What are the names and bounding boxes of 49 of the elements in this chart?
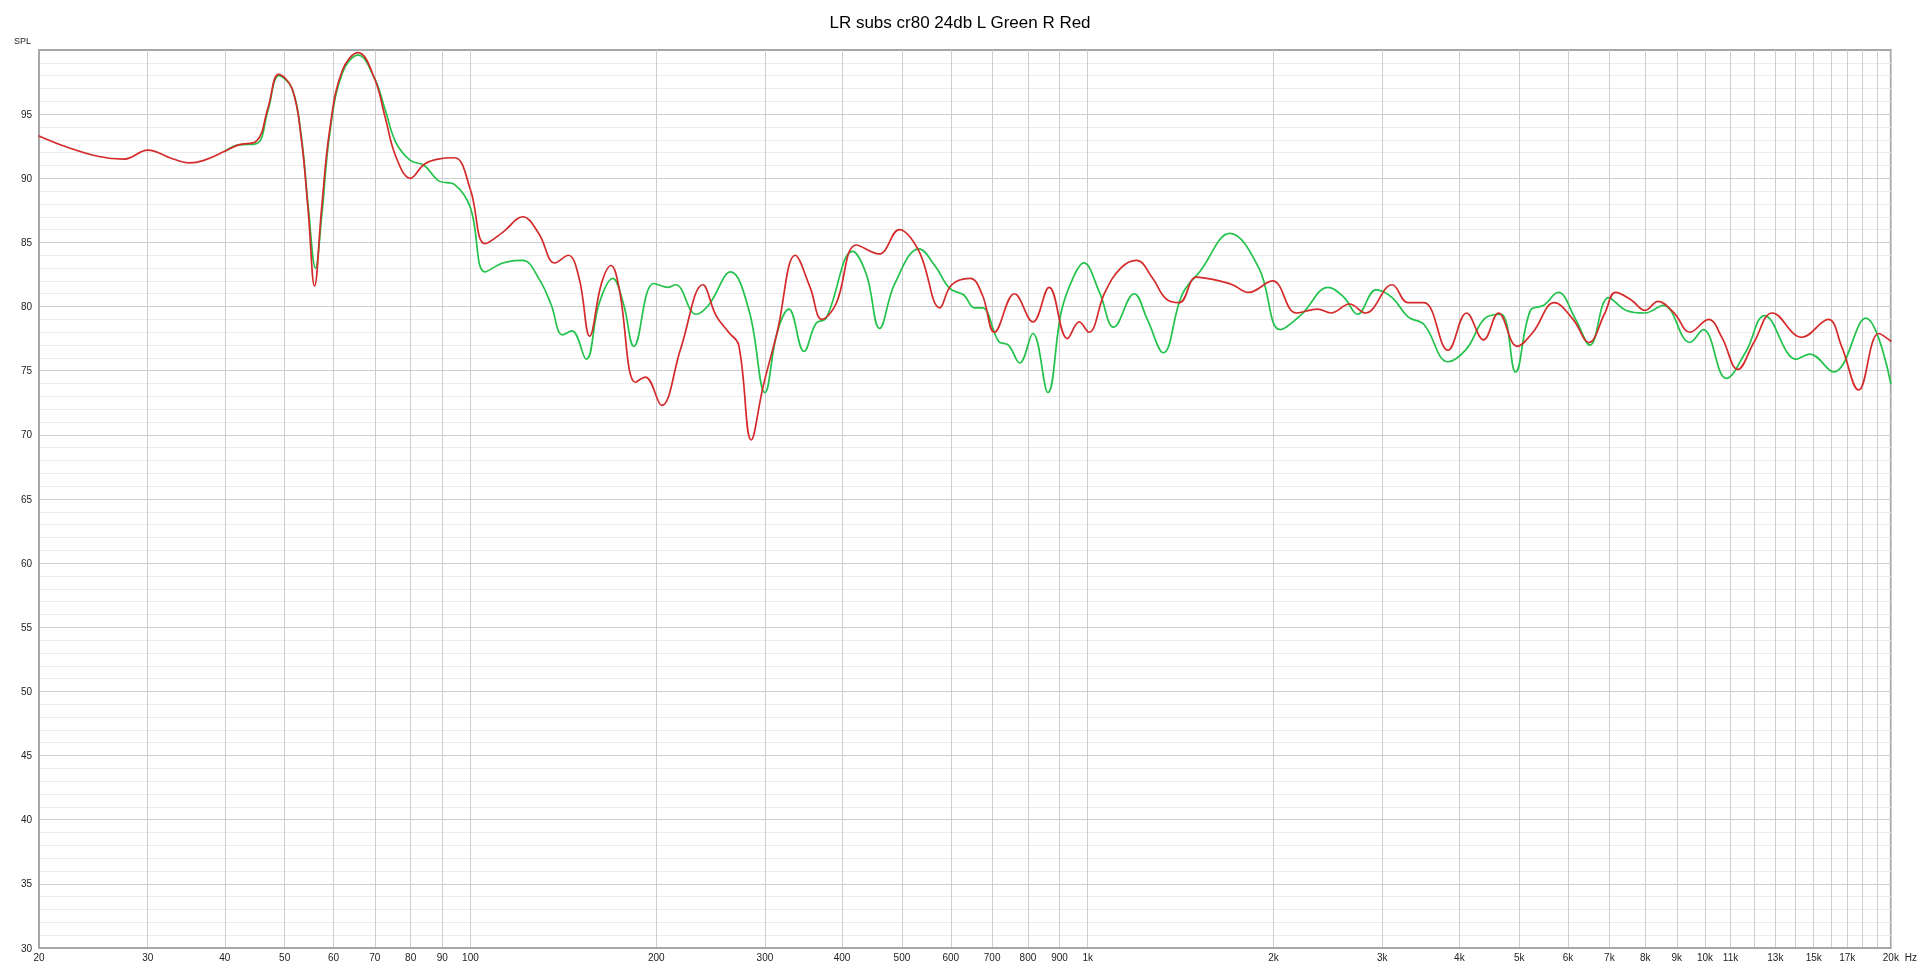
x-tick-label: 700 — [983, 951, 1001, 963]
x-tick-label: 400 — [833, 951, 851, 963]
x-axis-title: Hz — [1904, 951, 1918, 963]
y-tick-label: 75 — [20, 365, 33, 377]
y-tick-label: 40 — [20, 814, 33, 826]
y-tick-label: 85 — [20, 236, 33, 248]
x-tick-label: 5k — [1513, 951, 1526, 963]
x-tick-label: 10k — [1696, 951, 1715, 963]
x-tick-label: 20k — [1882, 951, 1900, 963]
x-tick-label: 3k — [1376, 951, 1389, 963]
x-tick-label: 4k — [1454, 951, 1466, 963]
y-axis-title: SPL — [13, 35, 31, 46]
x-tick-label: 11k — [1722, 951, 1740, 963]
y-tick-label: 70 — [20, 429, 33, 441]
x-tick-label: 17k — [1839, 951, 1857, 963]
y-tick-label: 50 — [20, 685, 33, 697]
x-tick-label: 2k — [1268, 951, 1280, 963]
x-tick-label: 6k — [1562, 951, 1575, 963]
x-tick-label: 90 — [436, 951, 449, 963]
x-tick-label: 1k — [1082, 951, 1095, 963]
y-tick-label: 55 — [20, 621, 33, 633]
y-tick-label: 65 — [20, 493, 33, 505]
x-tick-label: 20 — [33, 951, 45, 963]
x-tick-label: 800 — [1019, 951, 1037, 963]
y-tick-label: 90 — [20, 172, 33, 184]
x-tick-label: 300 — [756, 951, 774, 963]
x-tick-label: 70 — [369, 951, 381, 963]
x-tick-label: 50 — [279, 951, 291, 963]
y-tick-label: 30 — [20, 942, 33, 954]
y-tick-label: 95 — [20, 108, 33, 120]
x-tick-label: 900 — [1051, 951, 1069, 963]
x-tick-label: 600 — [942, 951, 960, 963]
x-tick-label: 15k — [1805, 951, 1823, 963]
x-tick-label: 500 — [893, 951, 911, 963]
x-tick-label: 13k — [1767, 951, 1785, 963]
y-tick-label: 80 — [20, 301, 33, 313]
y-tick-label: 60 — [20, 557, 33, 569]
x-tick-label: 8k — [1639, 951, 1652, 963]
y-tick-label: 45 — [20, 750, 33, 762]
chart-title: LR subs cr80 24db L Green R Red — [829, 13, 1091, 32]
x-tick-label: 60 — [327, 951, 340, 963]
x-tick-label: 30 — [142, 951, 154, 963]
y-tick-label: 35 — [20, 878, 33, 890]
x-tick-label: 200 — [647, 951, 666, 963]
x-tick-label: 9k — [1671, 951, 1684, 963]
x-tick-label: 40 — [219, 951, 231, 963]
x-tick-label: 7k — [1604, 951, 1616, 963]
x-tick-label: 100 — [462, 951, 480, 963]
x-tick-label: 80 — [405, 951, 417, 963]
